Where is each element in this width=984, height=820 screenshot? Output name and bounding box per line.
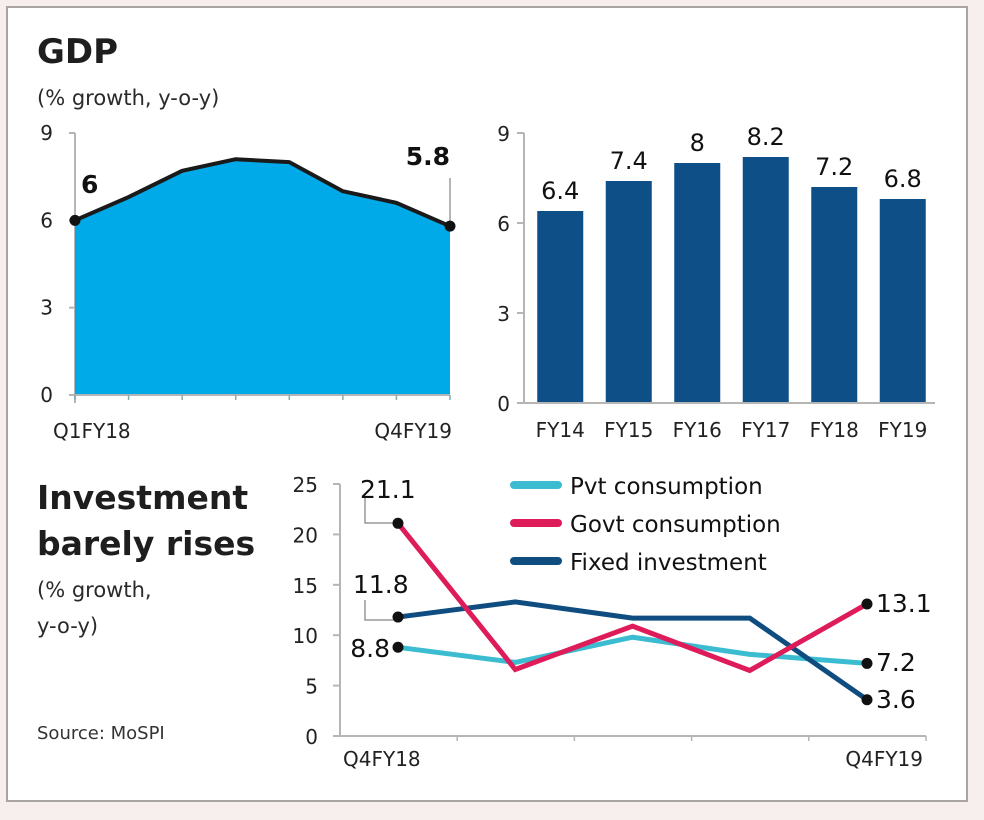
inv-x-label-start: Q4FY18: [343, 747, 421, 771]
series-line-fixed: [397, 599, 869, 702]
bar-x-label: FY16: [673, 418, 722, 442]
gdp-x-label-end: Q4FY19: [374, 419, 452, 443]
series-end-point-pvt: [861, 657, 873, 669]
gdp-data-point: [69, 214, 81, 226]
inv-label-govt-end: 13.1: [876, 589, 932, 618]
bar-FY16: [674, 163, 721, 403]
series-end-point-fixed: [861, 694, 873, 706]
bar-FY18: [811, 187, 858, 403]
gdp-y-tick-label: 0: [40, 383, 53, 407]
bar-x-label: FY15: [604, 418, 653, 442]
bar-y-tick-label: 3: [497, 302, 510, 326]
inv-y-tick-label: 5: [305, 675, 318, 699]
inv-y-tick-label: 20: [293, 523, 318, 547]
gdp-y-tick-label: 9: [40, 121, 53, 145]
investment-subtitle-line2: y-o-y): [37, 614, 99, 638]
bar-x-label: FY18: [810, 418, 859, 442]
gdp-y-tick-label: 6: [40, 208, 53, 232]
series-line-govt: [396, 521, 869, 674]
gdp-annotation-start: 6: [81, 170, 98, 199]
legend-label-govt: Govt consumption: [570, 512, 781, 538]
bar-x-label: FY14: [536, 418, 585, 442]
inv-label-fixed-end: 3.6: [876, 685, 916, 714]
series-start-point-govt: [392, 517, 404, 529]
bar-value-label: 6.4: [541, 177, 579, 205]
inv-label-fixed-start: 11.8: [353, 570, 409, 599]
gdp-annotation-end: 5.8: [406, 142, 450, 171]
inv-y-tick-label: 0: [305, 725, 318, 749]
bar-value-label: 7.4: [610, 147, 648, 175]
gdp-y-tick-label: 3: [40, 296, 53, 320]
inv-y-tick-label: 10: [293, 624, 318, 648]
gdp-data-point: [444, 220, 456, 232]
inv-annotation-leader: [364, 497, 398, 524]
bar-value-label: 6.8: [884, 165, 922, 193]
investment-title-line2: barely rises: [37, 524, 256, 563]
gdp-title: GDP: [37, 32, 119, 72]
inv-y-tick-label: 15: [293, 574, 318, 598]
legend-label-fixed: Fixed investment: [570, 550, 767, 576]
inv-label-pvt-start: 8.8: [350, 634, 390, 663]
series-start-point-fixed: [392, 611, 404, 623]
inv-label-govt-start: 21.1: [360, 475, 416, 504]
series-end-point-govt: [861, 598, 873, 610]
inv-annotation-leader: [364, 600, 398, 621]
gdp-x-label-start: Q1FY18: [53, 419, 131, 443]
bar-y-tick-label: 9: [497, 122, 510, 146]
inv-label-pvt-end: 7.2: [876, 648, 916, 677]
gdp-subtitle: (% growth, y-o-y): [37, 86, 220, 110]
bar-x-label: FY17: [741, 418, 790, 442]
bar-value-label: 7.2: [815, 153, 853, 181]
bar-FY15: [605, 181, 652, 403]
bar-value-label: 8: [690, 129, 705, 157]
bar-x-label: FY19: [878, 418, 927, 442]
gdp-line: [74, 157, 451, 228]
bar-y-tick-label: 0: [497, 392, 510, 416]
series-start-point-pvt: [392, 641, 404, 653]
investment-subtitle-line1: (% growth,: [37, 578, 152, 602]
inv-y-tick-label: 25: [293, 473, 318, 497]
bar-FY19: [879, 199, 926, 403]
legend-label-pvt: Pvt consumption: [570, 474, 763, 500]
bar-y-tick-label: 6: [497, 212, 510, 236]
inv-x-label-end: Q4FY19: [845, 747, 923, 771]
bar-FY14: [537, 211, 584, 403]
gdp-area: [75, 159, 450, 395]
series-line-pvt: [397, 634, 868, 666]
bar-value-label: 8.2: [747, 123, 785, 151]
bar-FY17: [742, 157, 789, 403]
source-note: Source: MoSPI: [37, 723, 165, 744]
investment-title-line1: Investment: [37, 478, 249, 517]
